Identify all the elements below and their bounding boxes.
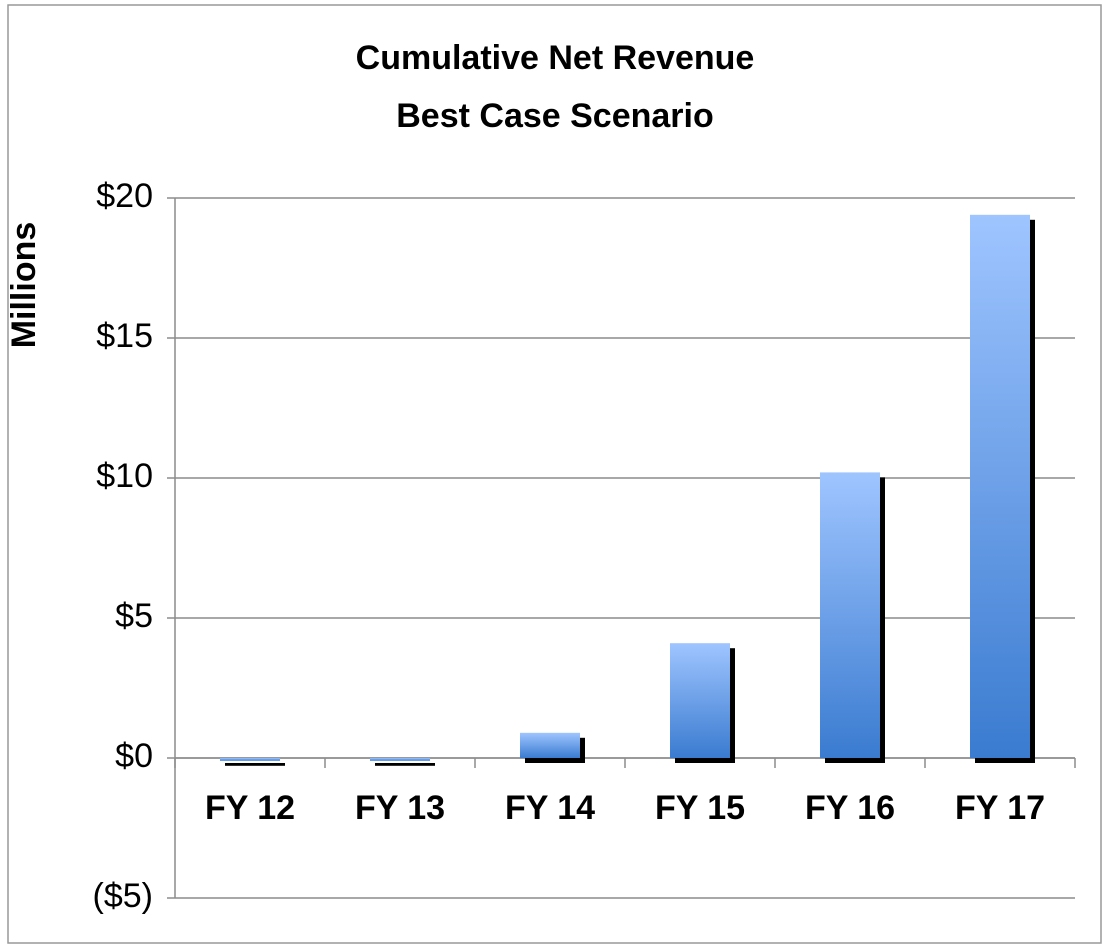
- bar: [370, 758, 430, 761]
- y-axis-label: Millions: [5, 222, 43, 349]
- x-tick-label: FY 15: [655, 789, 745, 827]
- frame: [7, 4, 1102, 944]
- chart-title: Cumulative Net Revenue: [356, 39, 755, 77]
- y-tick-label: $5: [115, 597, 153, 635]
- y-tick-label: $0: [115, 737, 153, 775]
- bar: [220, 758, 280, 761]
- x-tick-label: FY 12: [205, 789, 295, 827]
- x-tick-label: FY 13: [355, 789, 445, 827]
- bar: [970, 214, 1030, 759]
- y-tick-label: $15: [96, 317, 153, 355]
- chart-subtitle: Best Case Scenario: [396, 97, 714, 135]
- bar-shadow: [225, 763, 285, 766]
- x-tick-label: FY 16: [805, 789, 895, 827]
- y-tick-label: $10: [96, 457, 153, 495]
- bar-shadow: [375, 763, 435, 766]
- bar: [520, 732, 580, 758]
- bar: [670, 643, 730, 758]
- x-tick-label: FY 14: [505, 789, 595, 827]
- bar: [820, 472, 880, 758]
- y-tick-label: ($5): [93, 877, 153, 915]
- y-tick-label: $20: [96, 177, 153, 215]
- x-tick-label: FY 17: [955, 789, 1045, 827]
